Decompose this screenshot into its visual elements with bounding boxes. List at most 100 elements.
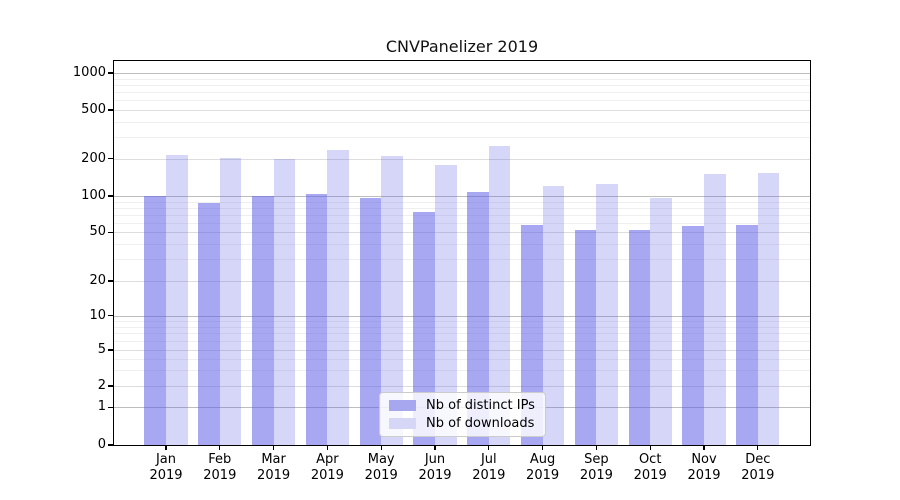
legend-entry-downloads: Nb of downloads: [389, 416, 536, 431]
minor-gridline: [114, 84, 810, 86]
y-tick-label-500: 500: [81, 102, 106, 117]
y-tick-100: [108, 195, 113, 197]
x-tick-label-feb: Feb 2019: [192, 452, 248, 484]
x-tick-year: 2019: [472, 468, 506, 483]
chart-title: CNVPanelizer 2019: [385, 37, 539, 56]
bar-downloads: [596, 183, 618, 445]
bar-downloads: [273, 159, 296, 445]
bar-distinct-ips: [736, 224, 758, 445]
x-tick-year: 2019: [418, 468, 452, 483]
y-tick-1000: [108, 72, 113, 74]
bar-downloads: [435, 164, 457, 445]
y-tick-200: [108, 157, 113, 160]
x-tick-label-apr: Apr 2019: [299, 452, 355, 484]
x-tick-month: Mar: [261, 452, 286, 467]
x-tick-month: Nov: [691, 452, 717, 467]
x-tick-jul: [488, 445, 490, 450]
y-tick-label-2: 2: [97, 378, 106, 393]
y-tick-50: [108, 231, 113, 233]
minor-gridline: [114, 121, 810, 123]
x-tick-label-aug: Aug 2019: [515, 452, 571, 484]
y-tick-label-10: 10: [89, 307, 106, 323]
legend-entry-distinct-ips: Nb of distinct IPs: [389, 398, 536, 413]
x-tick-apr: [326, 445, 329, 450]
x-tick-year: 2019: [149, 468, 183, 483]
x-tick-may: [380, 445, 382, 450]
y-tick-label-0: 0: [97, 437, 106, 452]
x-tick-label-jan: Jan 2019: [138, 452, 194, 484]
bar-distinct-ips: [521, 225, 543, 445]
y-tick-2: [108, 385, 113, 387]
x-tick-month: Apr: [316, 452, 339, 467]
x-tick-month: Sep: [584, 452, 609, 467]
minor-gridline: [114, 137, 810, 139]
bar-distinct-ips: [682, 226, 704, 445]
minor-gridline: [114, 222, 810, 224]
minor-gridline: [114, 92, 810, 94]
x-tick-month: Jul: [480, 452, 497, 467]
x-tick-label-mar: Mar 2019: [246, 452, 302, 484]
x-tick-jan: [165, 445, 167, 450]
minor-gridline: [114, 201, 810, 203]
bar-distinct-ips: [574, 230, 597, 445]
gridline-10: [114, 315, 810, 317]
legend-label-downloads: Nb of downloads: [426, 415, 535, 431]
x-tick-month: Jan: [155, 452, 177, 467]
y-tick-label-50: 50: [89, 224, 106, 240]
minor-gridline: [114, 333, 810, 335]
x-tick-label-sep: Sep 2019: [568, 452, 624, 484]
bar-distinct-ips: [359, 197, 382, 445]
gridline-500: [114, 110, 810, 111]
bar-distinct-ips: [305, 194, 328, 445]
y-tick-label-200: 200: [81, 150, 106, 166]
x-tick-feb: [219, 445, 221, 450]
minor-gridline: [114, 320, 810, 322]
x-tick-month: Aug: [529, 452, 556, 467]
legend: Nb of distinct IPs Nb of downloads: [379, 392, 546, 437]
minor-gridline: [114, 370, 810, 372]
y-tick-5: [108, 349, 113, 351]
x-tick-year: 2019: [579, 468, 613, 483]
minor-gridline: [114, 358, 810, 360]
gridline-50: [114, 232, 810, 234]
y-tick-10: [108, 315, 113, 317]
y-tick-label-1000: 1000: [72, 65, 106, 80]
x-tick-year: 2019: [687, 468, 721, 483]
minor-gridline: [114, 100, 810, 102]
minor-gridline: [114, 340, 810, 342]
gridline-5: [114, 350, 810, 351]
y-tick-20: [108, 280, 113, 282]
x-tick-dec: [757, 445, 759, 450]
bar-distinct-ips: [198, 202, 220, 445]
x-tick-month: Oct: [638, 452, 662, 467]
bar-downloads: [542, 185, 565, 445]
x-tick-year: 2019: [526, 468, 560, 483]
gridline-20: [114, 281, 810, 282]
y-tick-500: [108, 109, 113, 111]
x-tick-label-nov: Nov 2019: [676, 452, 732, 484]
y-tick-0: [108, 444, 113, 446]
x-tick-year: 2019: [257, 468, 291, 483]
bar-distinct-ips: [144, 196, 166, 445]
gridline-2: [114, 386, 810, 387]
x-tick-jun: [434, 445, 436, 450]
x-tick-label-jun: Jun 2019: [407, 452, 463, 484]
y-tick-1: [108, 406, 113, 408]
y-tick-label-5: 5: [97, 342, 106, 357]
x-tick-label-dec: Dec 2019: [730, 452, 786, 484]
bar-downloads: [166, 155, 188, 445]
gridline-200: [114, 158, 810, 160]
minor-gridline: [114, 259, 810, 261]
x-tick-mar: [272, 445, 275, 450]
x-tick-year: 2019: [741, 468, 775, 483]
bar-downloads: [757, 172, 780, 445]
x-tick-oct: [649, 445, 651, 450]
minor-gridline: [114, 78, 810, 80]
bar-distinct-ips: [252, 196, 274, 445]
bar-distinct-ips: [467, 192, 489, 445]
x-tick-year: 2019: [633, 468, 667, 483]
bar-distinct-ips: [628, 230, 651, 445]
bar-downloads: [219, 158, 242, 445]
legend-label-distinct-ips: Nb of distinct IPs: [426, 398, 535, 414]
legend-swatch-distinct-ips: [389, 400, 416, 412]
